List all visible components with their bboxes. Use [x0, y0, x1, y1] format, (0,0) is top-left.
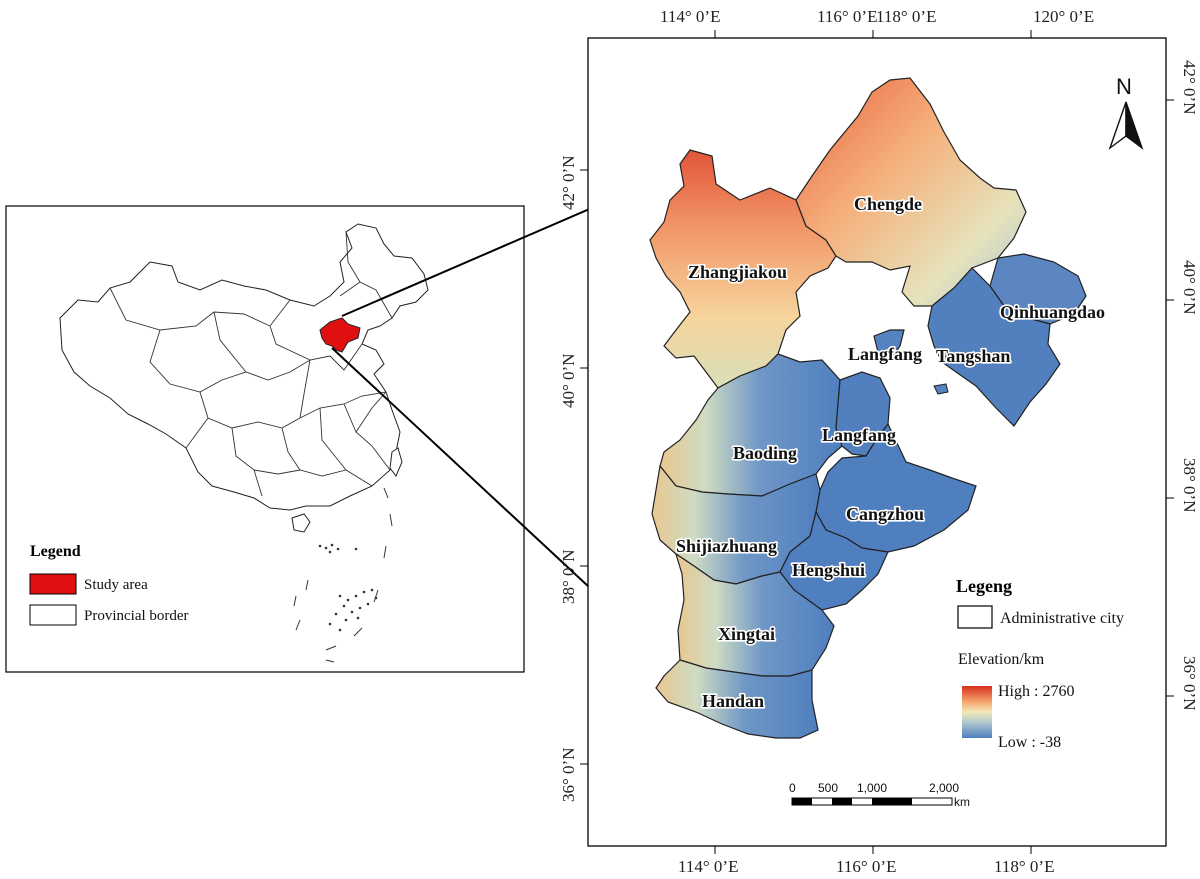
scale-bar-segment-2 — [832, 798, 852, 805]
scale-tick-500: 500 — [818, 781, 838, 795]
city-label-qinhuangdao: Qinhuangdao — [1000, 302, 1105, 322]
hainan-island — [291, 513, 311, 533]
bottom-lon-label-114: 114° 0’E — [678, 857, 738, 876]
city-label-langfang-north: Langfang — [848, 344, 922, 364]
taiwan-island — [389, 447, 403, 477]
inset-legend-title: Legend — [30, 543, 81, 560]
south-china-sea-dashes — [293, 487, 393, 663]
right-lat-label-40: 40° 0’N — [1180, 260, 1199, 315]
elevation-high-label: High : 2760 — [998, 683, 1074, 700]
city-label-tangshan: Tangshan — [936, 346, 1010, 366]
scale-unit: km — [954, 795, 970, 809]
right-lat-label-38: 38° 0’N — [1180, 458, 1199, 513]
city-label-cangzhou: Cangzhou — [846, 504, 924, 524]
main-legend: Legeng Administrative city Elevation/km … — [956, 576, 1124, 751]
admin-city-label: Administrative city — [1000, 610, 1124, 627]
region-handan — [655, 659, 819, 739]
region-chengde — [795, 77, 1027, 307]
city-label-hengshui: Hengshui — [792, 560, 865, 580]
city-label-handan: Handan — [702, 691, 764, 711]
inset-study-area — [319, 317, 361, 353]
inset-map: Legend Study area Provincial border — [5, 205, 525, 673]
top-lon-label-120: 120° 0’E — [1033, 7, 1094, 26]
provincial-border-label: Provincial border — [84, 608, 189, 624]
study-area-label: Study area — [84, 577, 148, 593]
region-xingtai — [674, 552, 835, 677]
scale-tick-2000: 2,000 — [929, 781, 959, 795]
city-label-xingtai: Xingtai — [718, 624, 775, 644]
china-outline — [59, 223, 429, 511]
study-area-swatch — [29, 573, 77, 595]
right-lat-label-36: 36° 0’N — [1180, 656, 1199, 711]
north-arrow-right-half — [1125, 101, 1144, 150]
elevation-title: Elevation/km — [958, 651, 1045, 668]
city-label-langfang-south: Langfang — [822, 425, 896, 445]
bottom-lon-label-116: 116° 0’E — [836, 857, 896, 876]
scale-tick-1000: 1,000 — [857, 781, 887, 795]
right-lat-label-42: 42° 0’N — [1180, 60, 1199, 115]
main-legend-title: Legeng — [956, 576, 1012, 596]
top-lon-label-116: 116° 0’E — [817, 7, 877, 26]
north-arrow: N — [1108, 74, 1144, 150]
scale-bar-segment-3 — [872, 798, 912, 805]
city-label-zhangjiakou: Zhangjiakou — [688, 262, 787, 282]
south-china-sea-islands — [318, 543, 378, 632]
provincial-border-swatch — [29, 604, 77, 626]
main-map: Chengde Zhangjiakou Qinhuangdao Langfang… — [559, 7, 1199, 876]
city-label-baoding: Baoding — [733, 443, 797, 463]
city-label-chengde: Chengde — [854, 194, 922, 214]
north-arrow-label: N — [1116, 74, 1132, 99]
region-langfang-islet — [933, 383, 949, 395]
elevation-color-ramp — [962, 686, 992, 738]
graticule-ticks — [580, 30, 1174, 854]
scale-bar: 0 500 1,000 2,000 km — [789, 781, 970, 809]
left-lat-label-38: 38° 0’N — [559, 550, 578, 605]
left-lat-label-42: 42° 0’N — [559, 156, 578, 211]
region-langfang-north — [873, 329, 905, 361]
left-lat-label-36: 36° 0’N — [559, 748, 578, 803]
scale-tick-0: 0 — [789, 781, 796, 795]
admin-city-swatch — [957, 605, 993, 629]
top-lon-label-114: 114° 0’E — [660, 7, 720, 26]
inset-provincial-borders — [109, 231, 393, 497]
top-lon-label-118: 118° 0’E — [876, 7, 936, 26]
city-label-shijiazhuang: Shijiazhuang — [676, 536, 777, 556]
region-hengshui — [779, 510, 889, 611]
elevation-low-label: Low : -38 — [998, 734, 1061, 751]
region-tangshan — [927, 267, 1061, 427]
bottom-lon-label-118: 118° 0’E — [994, 857, 1054, 876]
scale-bar-segment-1 — [792, 798, 812, 805]
left-lat-label-40: 40° 0’N — [559, 354, 578, 409]
